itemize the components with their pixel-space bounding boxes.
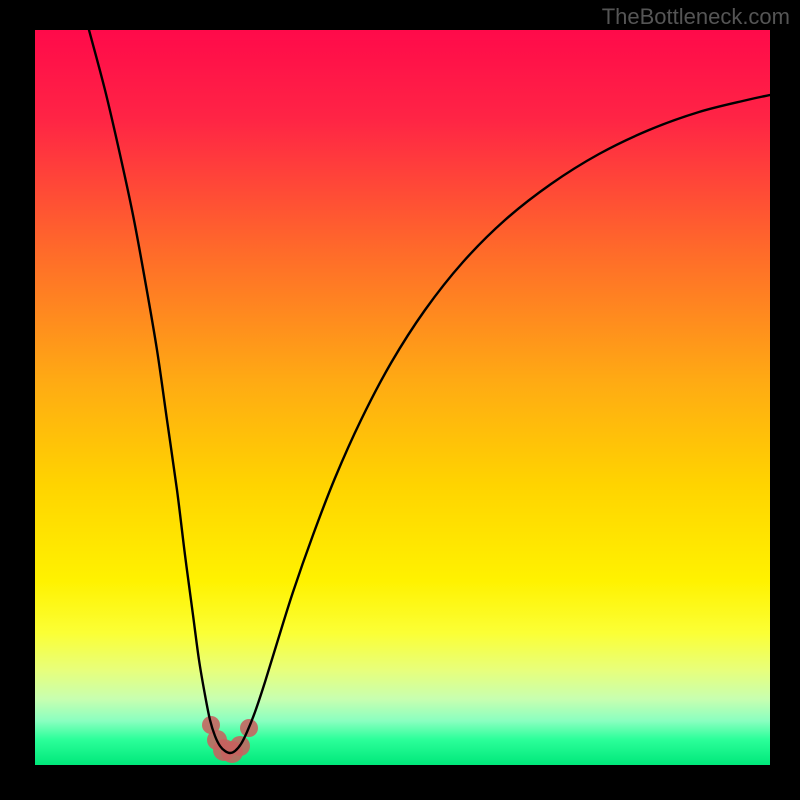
chart-frame: TheBottleneck.com <box>0 0 800 800</box>
plot-area <box>35 30 770 765</box>
watermark-text: TheBottleneck.com <box>602 4 790 30</box>
curve-layer <box>35 30 770 765</box>
bottleneck-curve <box>89 30 770 753</box>
